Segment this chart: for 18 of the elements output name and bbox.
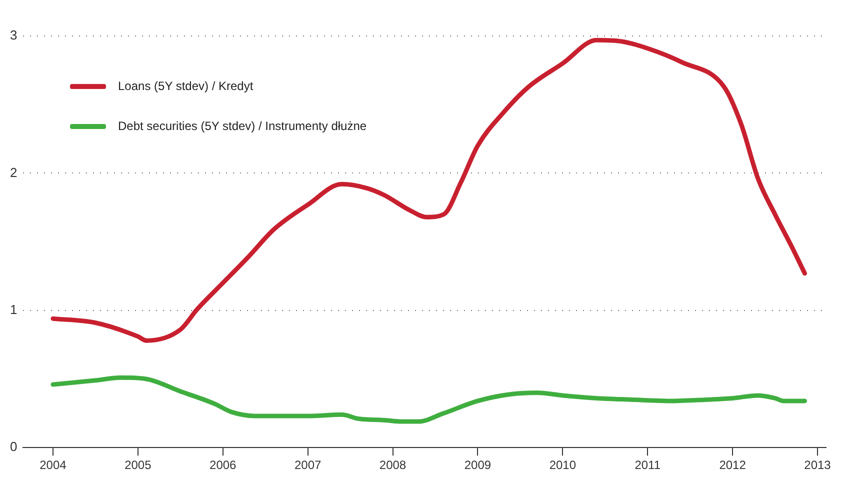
x-tick-label: 2011 — [634, 458, 661, 472]
x-tick-label: 2004 — [40, 458, 67, 472]
x-tick-label: 2007 — [294, 458, 322, 472]
y-tick-label: 0 — [10, 439, 18, 454]
x-tick-label: 2012 — [719, 458, 746, 472]
x-tick-label: 2010 — [549, 458, 576, 472]
y-tick-label: 1 — [10, 302, 18, 317]
x-tick-label: 2013 — [804, 458, 832, 472]
x-tick-label: 2005 — [124, 458, 152, 472]
x-tick-label: 2008 — [379, 458, 406, 472]
y-tick-label: 3 — [10, 28, 18, 43]
line-series — [50, 38, 808, 343]
x-tick-label: 2009 — [464, 458, 492, 472]
legend-label: Debt securities (5Y stdev) / Instrumenty dłużne — [118, 119, 367, 133]
x-tick-label: 2006 — [210, 458, 237, 472]
line-series — [50, 375, 808, 424]
legend-label: Loans (5Y stdev) / Kredyt — [118, 79, 254, 93]
y-tick-label: 2 — [10, 164, 18, 180]
